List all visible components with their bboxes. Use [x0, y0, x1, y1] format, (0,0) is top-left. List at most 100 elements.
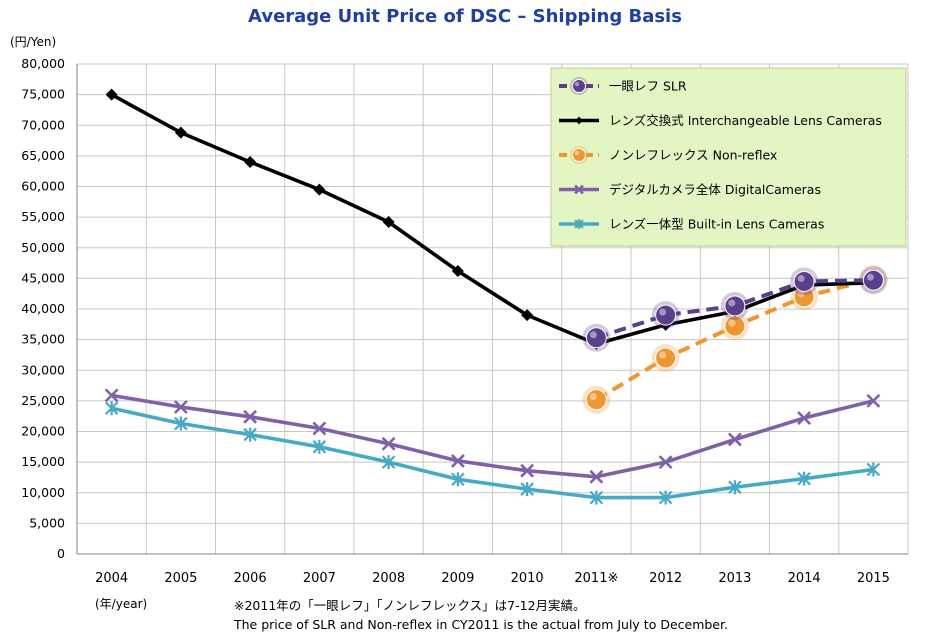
x-tick-label: 2005: [164, 571, 197, 586]
marker-point: [575, 116, 583, 125]
x-tick-label: 2013: [718, 571, 751, 586]
axes: [76, 64, 908, 555]
marker-point: [574, 219, 584, 229]
marker-point: [312, 439, 327, 454]
marker-point: [381, 436, 396, 451]
series-0: [582, 266, 888, 352]
marker-point: [520, 463, 535, 478]
y-tick-labels: 0 5,000 10,000 15,000 20,000 25,000 30,000 35,0…: [21, 56, 65, 561]
marker-point: [174, 416, 188, 431]
x-tick-label: 2006: [234, 571, 267, 586]
marker-highlight: [589, 393, 597, 401]
marker-point: [173, 400, 188, 414]
marker-highlight: [659, 308, 667, 316]
marker-highlight: [866, 273, 874, 281]
marker-point: [727, 432, 742, 447]
y-tick-label: 25,000: [21, 393, 65, 408]
y-tick-label: 50,000: [21, 240, 65, 255]
x-tick-label: 2008: [372, 571, 405, 586]
marker-point: [658, 455, 673, 470]
series-4: [104, 401, 881, 505]
y-tick-label: 80,000: [21, 56, 65, 71]
marker-point: [574, 184, 584, 195]
y-tick-label: 20,000: [21, 424, 65, 439]
y-tick-label: 70,000: [21, 117, 65, 132]
footnote-en: The price of SLR and Non-reflex in CY201…: [233, 617, 728, 632]
marker-point: [589, 490, 604, 505]
marker-point: [797, 411, 812, 425]
x-tick-label: 2009: [441, 571, 474, 586]
x-tick-label: 2010: [511, 571, 544, 586]
marker-point: [585, 389, 607, 411]
y-tick-label: 35,000: [21, 332, 65, 347]
marker-point: [585, 327, 607, 349]
series-line: [111, 393, 874, 479]
y-tick-label: 45,000: [21, 270, 65, 285]
marker-point: [104, 401, 119, 416]
marker-point: [451, 472, 465, 487]
marker-highlight: [574, 150, 580, 156]
marker-highlight: [574, 81, 580, 87]
marker-highlight: [728, 319, 736, 327]
x-tick-label: 2007: [303, 571, 336, 586]
marker-point: [655, 347, 677, 369]
marker-point: [521, 309, 534, 322]
marker-highlight: [728, 299, 736, 307]
marker-point: [866, 462, 881, 477]
y-tick-label: 75,000: [21, 87, 65, 102]
marker-highlight: [659, 351, 667, 359]
marker-point: [572, 79, 586, 93]
legend-label: レンズ交換式 Interchangeable Lens Cameras: [609, 113, 882, 128]
x-tick-labels: 2004 2005 2006 2007 2008 2009 2010 2011※ 2012 201…: [95, 571, 890, 586]
legend-item: レンズ交換式 Interchangeable Lens Cameras: [559, 113, 882, 128]
marker-point: [313, 183, 326, 196]
y-tick-label: 40,000: [21, 301, 65, 316]
series-3: [104, 388, 881, 484]
series-group: [104, 88, 888, 505]
legend-item: レンズ一体型 Built-in Lens Cameras: [559, 217, 824, 232]
marker-point: [104, 388, 119, 403]
y-tick-label: 65,000: [21, 148, 65, 163]
marker-point: [724, 295, 746, 317]
marker-highlight: [797, 290, 805, 298]
marker-point: [451, 265, 464, 278]
marker-point: [658, 490, 673, 505]
x-tick-label: 2012: [649, 571, 682, 586]
y-tick-label: 55,000: [21, 209, 65, 224]
marker-point: [793, 270, 815, 292]
legend-box: [550, 67, 907, 247]
marker-point: [728, 480, 742, 495]
y-tick-label: 60,000: [21, 179, 65, 194]
y-tick-label: 30,000: [21, 362, 65, 377]
marker-point: [381, 455, 396, 470]
y-tick-label: 0: [57, 546, 65, 561]
series-line: [110, 93, 874, 346]
marker-point: [105, 88, 118, 101]
legend-label: デジタルカメラ全体 DigitalCameras: [609, 182, 821, 197]
marker-point: [589, 469, 604, 484]
series-line: [111, 406, 874, 500]
x-unit-label: (年/year): [95, 597, 147, 611]
marker-highlight: [797, 274, 805, 282]
marker-point: [866, 393, 881, 408]
chart-title: Average Unit Price of DSC – Shipping Bas…: [248, 6, 682, 27]
legend-label: 一眼レフ SLR: [609, 79, 687, 94]
y-tick-label: 10,000: [21, 485, 65, 500]
marker-point: [572, 148, 586, 162]
x-tick-label: 2015: [857, 571, 890, 586]
marker-point: [450, 453, 465, 468]
legend-label: ノンレフレックス Non-reflex: [609, 148, 777, 163]
marker-point: [312, 421, 327, 436]
marker-point: [382, 216, 395, 229]
x-tick-label: 2014: [788, 571, 821, 586]
marker-highlight: [589, 331, 597, 339]
legend: 一眼レフ SLR レンズ交換式 Interchangeable Lens Came…: [550, 67, 907, 247]
marker-point: [520, 482, 534, 497]
marker-point: [243, 409, 258, 424]
y-unit-label: (円/Yen): [10, 35, 56, 49]
x-tick-label: 2011※: [574, 571, 618, 586]
y-tick-label: 15,000: [21, 454, 65, 469]
legend-item: 一眼レフ SLR: [559, 76, 687, 96]
x-tick-label: 2004: [95, 571, 128, 586]
